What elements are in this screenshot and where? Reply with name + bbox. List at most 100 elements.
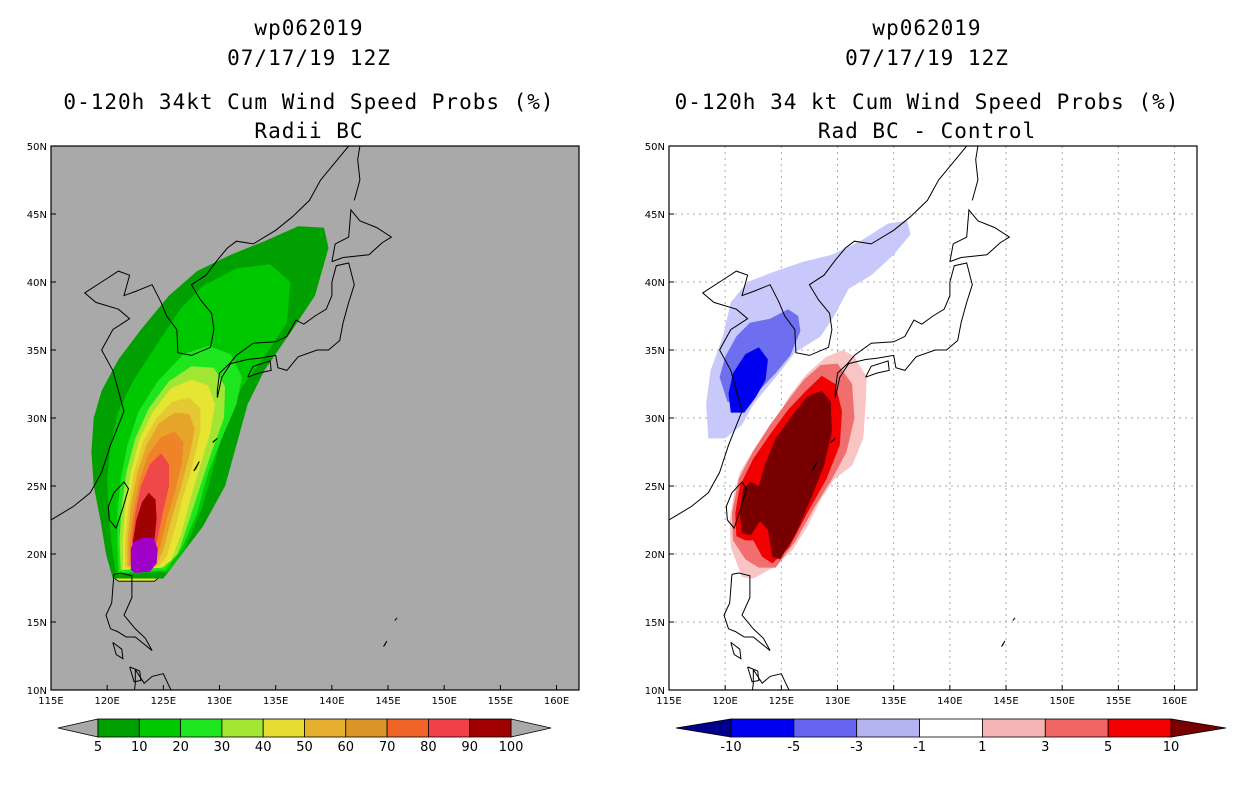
y-tick-label: 15N xyxy=(645,618,665,629)
colorbar-label: 40 xyxy=(255,740,272,755)
coastline xyxy=(618,554,624,577)
coastline xyxy=(811,461,818,472)
coastline xyxy=(383,640,388,647)
coastline xyxy=(247,360,272,378)
date-time: 07/17/19 12Z xyxy=(845,46,1009,70)
plot-content xyxy=(51,146,398,690)
colorbar-label: 5 xyxy=(1104,740,1112,755)
x-tick-label: 125E xyxy=(151,696,176,707)
coastline xyxy=(1012,617,1016,621)
colorbar-box xyxy=(856,718,920,738)
x-tick-label: 135E xyxy=(881,696,906,707)
coastline xyxy=(971,146,979,201)
colorbar-box xyxy=(982,718,1046,738)
colorbar-label: -10 xyxy=(720,740,741,755)
coastline xyxy=(834,262,973,398)
coastline xyxy=(331,208,393,263)
contour-level-10 xyxy=(739,390,832,560)
coastline xyxy=(216,262,355,398)
y-tick-label: 45N xyxy=(645,210,665,221)
y-tick-label: 25N xyxy=(27,482,47,493)
colorbar-label: 5 xyxy=(94,740,102,755)
difference-map-chart: 115E 120E 125E 130E 135E 140E 145E 150E 155E 160E… xyxy=(618,142,1227,755)
colorbar-box xyxy=(1044,718,1109,738)
left-panel: wp062019 07/17/19 12Z 0-120h 34kt Cum Wi… xyxy=(63,16,555,143)
coastline xyxy=(212,438,218,443)
y-tick-label: 40N xyxy=(645,278,665,289)
contour-level-100 xyxy=(130,537,158,573)
colorbar-box xyxy=(97,718,140,738)
colorbar-box xyxy=(469,718,512,738)
y-tick-label: 25N xyxy=(645,482,665,493)
y-tick-label: 15N xyxy=(27,618,47,629)
coastline xyxy=(1001,640,1006,647)
colorbar-label: 10 xyxy=(1163,740,1180,755)
x-tick-label: 145E xyxy=(993,696,1018,707)
x-tick-label: 160E xyxy=(1162,696,1187,707)
x-tick-label: 120E xyxy=(94,696,119,707)
x-tick-label: 150E xyxy=(431,696,456,707)
colorbar-box xyxy=(793,718,858,738)
colorbar-box xyxy=(386,718,429,738)
colorbar-box xyxy=(138,718,182,738)
coastline xyxy=(129,666,142,683)
coastline xyxy=(949,208,1011,263)
colorbar-label: -1 xyxy=(913,740,926,755)
storm-id: wp062019 xyxy=(254,16,364,40)
chart-title: 0-120h 34 kt Cum Wind Speed Probs (%) xyxy=(674,90,1180,114)
coastline xyxy=(752,669,790,690)
colorbar-box xyxy=(262,718,305,738)
colorbar-box xyxy=(345,718,388,738)
colorbar-label: 60 xyxy=(338,740,355,755)
x-tick-label: 160E xyxy=(544,696,569,707)
colorbar-label: 70 xyxy=(379,740,396,755)
colorbar-label: -5 xyxy=(787,740,800,755)
colorbar-label: 20 xyxy=(172,740,189,755)
colorbar-label: 3 xyxy=(1041,740,1049,755)
colorbar-right-arrow xyxy=(1170,718,1227,738)
coastline xyxy=(394,617,398,621)
y-tick-label: 20N xyxy=(27,550,47,561)
y-tick-label: 50N xyxy=(27,142,47,153)
y-tick-label: 10N xyxy=(645,686,665,697)
y-tick-label: 35N xyxy=(645,346,665,357)
colorbar-label: 100 xyxy=(499,740,524,755)
coastline xyxy=(723,572,771,651)
colorbar-box xyxy=(221,718,264,738)
colorbar: 5 10 20 30 40 50 60 70 80 90 100 xyxy=(57,718,552,755)
colorbar-right-arrow xyxy=(510,718,552,738)
plot-content xyxy=(618,146,1197,690)
x-tick-label: 155E xyxy=(1106,696,1131,707)
colorbar-box xyxy=(304,718,347,738)
colorbar: -10 -5 -3 -1 1 3 5 10 xyxy=(675,718,1227,755)
x-tick-label: 145E xyxy=(375,696,400,707)
coastline xyxy=(865,360,890,378)
coastline xyxy=(353,146,361,201)
storm-id: wp062019 xyxy=(872,16,982,40)
coastline xyxy=(830,438,836,443)
coastline xyxy=(105,572,153,651)
coastline xyxy=(112,642,124,660)
y-tick-label: 40N xyxy=(27,278,47,289)
colorbar-label: 30 xyxy=(214,740,231,755)
chart-title: 0-120h 34kt Cum Wind Speed Probs (%) xyxy=(63,90,555,114)
colorbar-box xyxy=(427,718,471,738)
y-tick-label: 50N xyxy=(645,142,665,153)
x-tick-label: 150E xyxy=(1049,696,1074,707)
y-tick-label: 20N xyxy=(645,550,665,561)
colorbar-box xyxy=(180,718,223,738)
x-tick-label: 135E xyxy=(263,696,288,707)
colorbar-box xyxy=(1107,718,1172,738)
coastline xyxy=(134,669,172,690)
y-tick-label: 30N xyxy=(27,414,47,425)
x-tick-label: 140E xyxy=(937,696,962,707)
date-time: 07/17/19 12Z xyxy=(227,46,391,70)
colorbar-left-arrow xyxy=(57,718,99,738)
probability-map-chart: 115E 120E 125E 130E 135E 140E 145E 150E 155E 160E… xyxy=(27,142,580,755)
colorbar-label: 1 xyxy=(978,740,986,755)
coastline xyxy=(107,481,130,530)
x-tick-label: 140E xyxy=(319,696,344,707)
right-panel: wp062019 07/17/19 12Z 0-120h 34 kt Cum W… xyxy=(618,0,1236,800)
y-tick-label: 35N xyxy=(27,346,47,357)
chart-subtitle: Rad BC - Control xyxy=(817,119,1037,143)
